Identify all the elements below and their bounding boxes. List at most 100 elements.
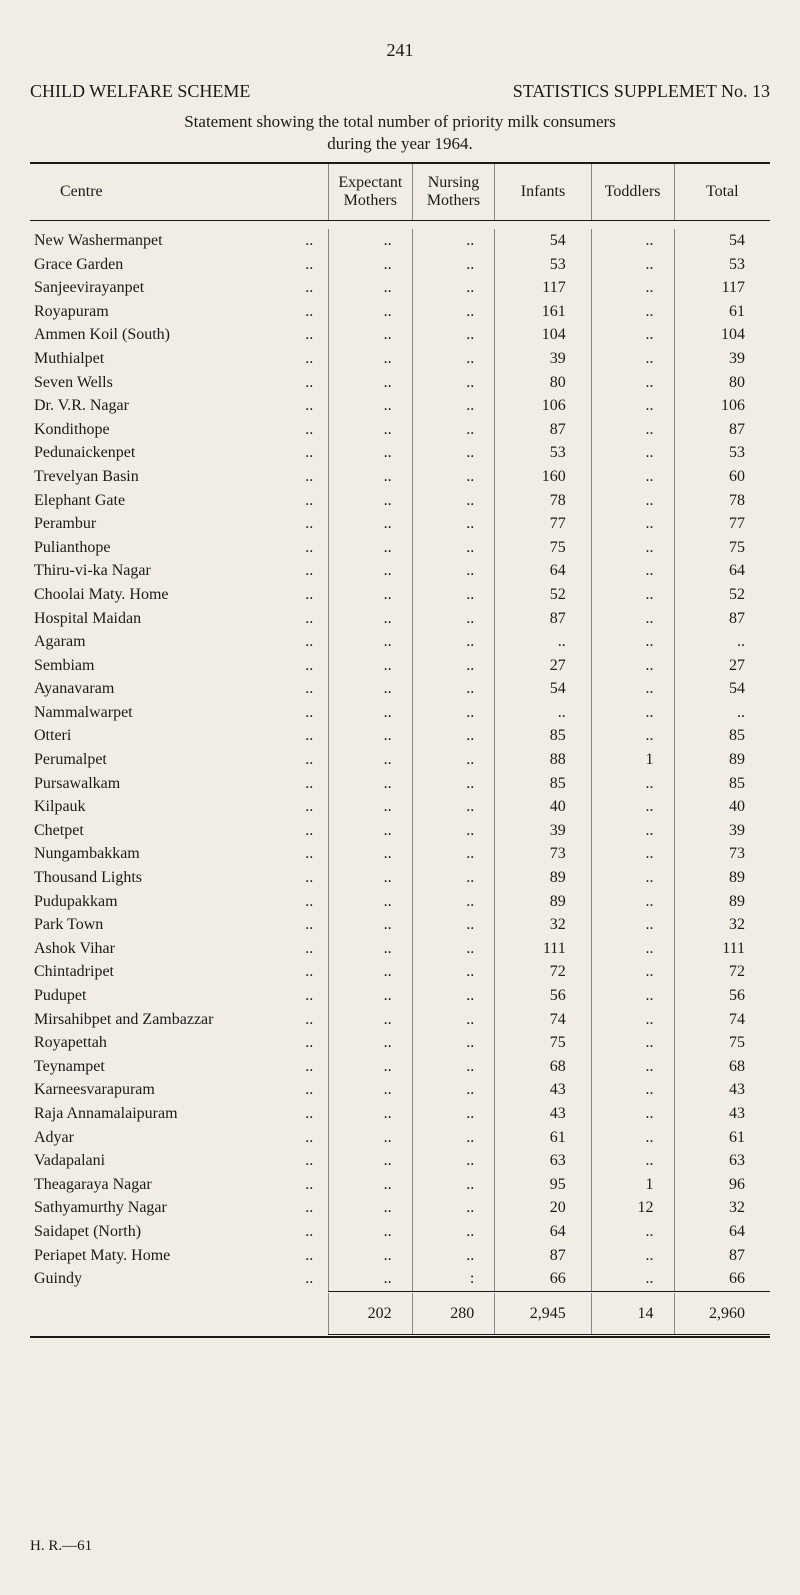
cell-total: 66	[674, 1267, 770, 1291]
cell-nursing: ..	[412, 772, 495, 796]
cell-total: 68	[674, 1055, 770, 1079]
cell-infants: 32	[495, 913, 591, 937]
cell-total: 89	[674, 866, 770, 890]
cell-nursing: ..	[412, 1149, 495, 1173]
cell-nursing: ..	[412, 937, 495, 961]
subtitle-line2: during the year 1964.	[30, 134, 770, 154]
cell-total: 27	[674, 654, 770, 678]
cell-centre: Pudupet	[30, 984, 301, 1008]
cell-expectant: ..	[328, 819, 412, 843]
cell-dots: ..	[301, 371, 328, 395]
cell-nursing: ..	[412, 1173, 495, 1197]
cell-expectant: ..	[328, 772, 412, 796]
table-row: Sembiam......27..27	[30, 654, 770, 678]
cell-toddlers: ..	[591, 795, 674, 819]
table-row: Ayanavaram......54..54	[30, 677, 770, 701]
cell-nursing: ..	[412, 842, 495, 866]
cell-total: 54	[674, 229, 770, 253]
cell-dots: ..	[301, 1008, 328, 1032]
table-row: Nammalwarpet............	[30, 701, 770, 725]
cell-dots: ..	[301, 607, 328, 631]
cell-toddlers: ..	[591, 1102, 674, 1126]
cell-infants: 78	[495, 489, 591, 513]
cell-centre: Perumalpet	[30, 748, 301, 772]
cell-infants: 74	[495, 1008, 591, 1032]
cell-infants: 106	[495, 394, 591, 418]
table-row: Ammen Koil (South)......104..104	[30, 323, 770, 347]
cell-centre: Nammalwarpet	[30, 701, 301, 725]
cell-total: 85	[674, 724, 770, 748]
cell-expectant: ..	[328, 536, 412, 560]
table-row: Perambur......77..77	[30, 512, 770, 536]
cell-expectant: ..	[328, 465, 412, 489]
cell-toddlers: ..	[591, 489, 674, 513]
cell-total: 89	[674, 890, 770, 914]
cell-dots: ..	[301, 866, 328, 890]
cell-infants: 40	[495, 795, 591, 819]
cell-total: 63	[674, 1149, 770, 1173]
cell-dots: ..	[301, 984, 328, 1008]
cell-expectant: ..	[328, 394, 412, 418]
cell-nursing: :	[412, 1267, 495, 1291]
cell-infants: 117	[495, 276, 591, 300]
cell-toddlers: ..	[591, 654, 674, 678]
table-row: Royapuram......161..61	[30, 300, 770, 324]
cell-total: 43	[674, 1078, 770, 1102]
cell-nursing: ..	[412, 890, 495, 914]
cell-nursing: ..	[412, 465, 495, 489]
cell-nursing: ..	[412, 253, 495, 277]
cell-nursing: ..	[412, 795, 495, 819]
cell-nursing: ..	[412, 347, 495, 371]
cell-expectant: ..	[328, 276, 412, 300]
cell-expectant: ..	[328, 512, 412, 536]
cell-toddlers: 1	[591, 748, 674, 772]
cell-centre: Sanjeevirayanpet	[30, 276, 301, 300]
footer-ref: H. R.—61	[30, 1538, 770, 1555]
cell-infants: 87	[495, 418, 591, 442]
cell-toddlers: ..	[591, 701, 674, 725]
header-row: CHILD WELFARE SCHEME STATISTICS SUPPLEME…	[30, 81, 770, 102]
cell-total: 61	[674, 1126, 770, 1150]
cell-toddlers: ..	[591, 371, 674, 395]
cell-infants: 68	[495, 1055, 591, 1079]
cell-centre: Guindy	[30, 1267, 301, 1291]
cell-dots: ..	[301, 465, 328, 489]
cell-expectant: ..	[328, 607, 412, 631]
cell-infants: 73	[495, 842, 591, 866]
cell-centre: Chetpet	[30, 819, 301, 843]
table-row: Choolai Maty. Home......52..52	[30, 583, 770, 607]
cell-centre: Chintadripet	[30, 960, 301, 984]
table-row: Pursawalkam......85..85	[30, 772, 770, 796]
cell-infants: 39	[495, 347, 591, 371]
cell-dots: ..	[301, 913, 328, 937]
table-row: Theagaraya Nagar......95196	[30, 1173, 770, 1197]
cell-infants: 95	[495, 1173, 591, 1197]
cell-nursing: ..	[412, 394, 495, 418]
table-row: Dr. V.R. Nagar......106..106	[30, 394, 770, 418]
cell-dots: ..	[301, 795, 328, 819]
cell-dots: ..	[301, 1173, 328, 1197]
table-row: Trevelyan Basin......160..60	[30, 465, 770, 489]
cell-dots: ..	[301, 229, 328, 253]
cell-nursing: ..	[412, 1126, 495, 1150]
cell-expectant: ..	[328, 701, 412, 725]
cell-dots: ..	[301, 1078, 328, 1102]
cell-expectant: ..	[328, 1078, 412, 1102]
cell-centre: Raja Annamalaipuram	[30, 1102, 301, 1126]
cell-centre: New Washermanpet	[30, 229, 301, 253]
cell-infants: 56	[495, 984, 591, 1008]
cell-centre: Elephant Gate	[30, 489, 301, 513]
cell-infants: ..	[495, 630, 591, 654]
cell-infants: 75	[495, 536, 591, 560]
cell-toddlers: ..	[591, 1220, 674, 1244]
cell-total: 75	[674, 536, 770, 560]
cell-nursing: ..	[412, 1196, 495, 1220]
cell-toddlers: ..	[591, 842, 674, 866]
cell-toddlers: 12	[591, 1196, 674, 1220]
cell-expectant: ..	[328, 1126, 412, 1150]
cell-infants: 111	[495, 937, 591, 961]
cell-centre: Park Town	[30, 913, 301, 937]
cell-nursing: ..	[412, 323, 495, 347]
cell-infants: 89	[495, 890, 591, 914]
cell-infants: 89	[495, 866, 591, 890]
